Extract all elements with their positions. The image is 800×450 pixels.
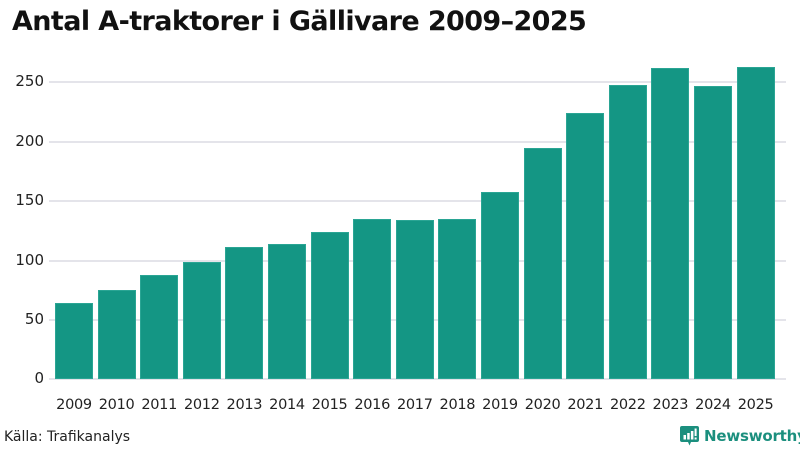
x-axis-tick-label: 2025 [737,397,774,413]
x-axis-tick-label: 2016 [354,397,391,413]
bar-2014 [268,243,306,380]
y-axis-tick-label: 200 [15,131,44,150]
chart-title: Antal A-traktorer i Gällivare 2009–2025 [12,6,587,37]
bar-2025 [736,66,775,380]
newsworthy-logo-icon [680,426,699,446]
gridline [49,140,786,143]
bar-2019 [481,191,519,380]
bar-2009 [55,303,93,380]
y-axis-tick-label: 0 [34,369,44,388]
x-axis-tick-label: 2022 [609,397,646,413]
bar-2011 [140,274,179,380]
x-axis-tick-label: 2009 [56,397,92,413]
source-note: Källa: Trafikanalys [4,429,131,445]
x-axis-tick-label: 2010 [98,397,135,413]
brand-name: Newsworthy [704,427,800,445]
gridline [49,81,786,84]
bar-2021 [566,113,605,380]
x-axis-tick-label: 2018 [439,397,476,413]
bar-2016 [353,218,392,380]
x-axis-tick-label: 2021 [567,397,604,413]
x-axis-tick-label: 2020 [524,397,561,413]
x-axis-tick-label: 2023 [652,397,689,413]
y-axis-tick-label: 250 [15,72,44,91]
bar-2020 [523,147,562,380]
bar-2010 [97,290,136,380]
x-axis-tick-label: 2019 [482,397,518,413]
gridline [49,200,786,203]
bar-2017 [395,220,434,380]
bar-2018 [438,218,477,380]
bar-2015 [310,231,349,380]
y-axis-tick-label: 150 [15,191,44,210]
bar-2023 [651,68,690,380]
x-axis-tick-label: 2011 [141,397,178,413]
x-axis-tick-label: 2013 [226,397,263,413]
bar-2022 [608,84,647,380]
x-axis-tick-label: 2017 [396,397,433,413]
bar-2012 [182,261,221,380]
x-axis-tick-label: 2012 [183,397,220,413]
gridline [49,378,786,381]
x-axis-tick-label: 2024 [695,397,731,413]
bar-2024 [694,85,732,380]
y-axis-tick-label: 100 [15,250,44,269]
x-axis-tick-label: 2014 [269,397,305,413]
x-axis-tick-label: 2015 [311,397,348,413]
bar-2013 [225,247,264,380]
newsworthy-brand: Newsworthy [680,426,800,446]
y-axis-tick-label: 50 [24,309,44,328]
